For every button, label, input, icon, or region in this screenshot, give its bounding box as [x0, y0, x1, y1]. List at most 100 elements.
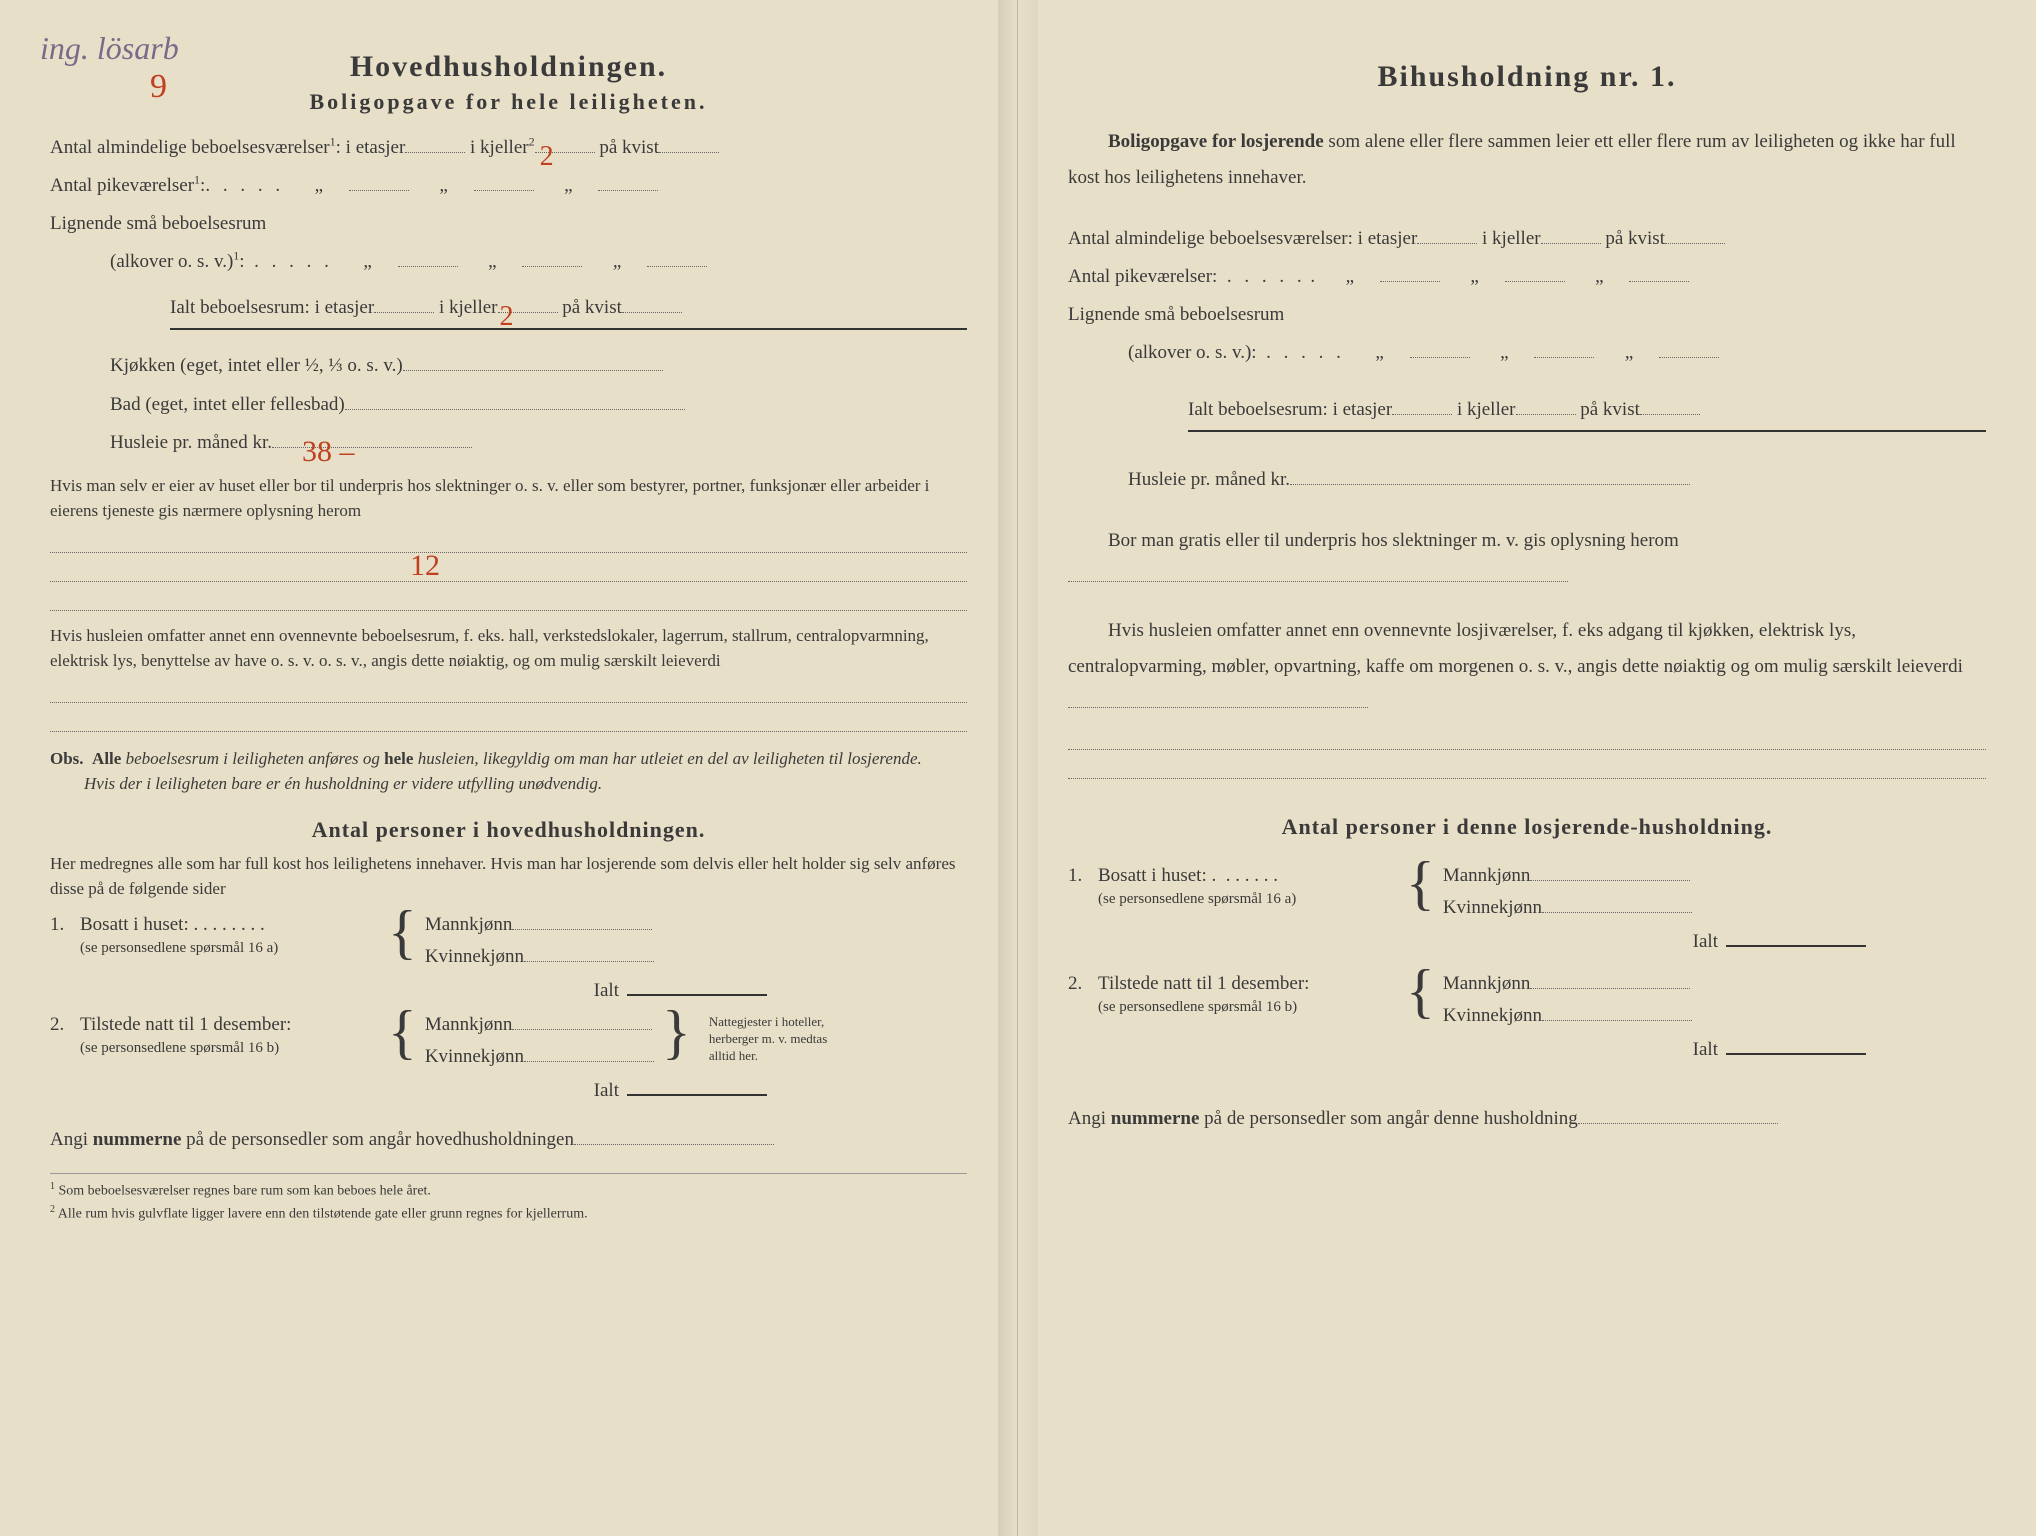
- lbl: Husleie pr. måned kr.: [1128, 469, 1290, 490]
- lbl: Kvinnekjønn: [425, 1046, 524, 1068]
- lbl: i kjeller: [470, 137, 529, 158]
- lbl: Alle: [92, 749, 121, 768]
- left-page: ing. lösarb 9 Hovedhusholdningen. Boligo…: [0, 0, 1018, 1536]
- txt: Tilstede natt til 1 desember:: [80, 1014, 291, 1035]
- genders: Mannkjønn Kvinnekjønn: [1443, 865, 1692, 919]
- blank-line: 12: [50, 559, 967, 582]
- lbl: Kvinnekjønn: [425, 946, 524, 968]
- lbl: Mannkjønn: [1443, 973, 1531, 995]
- brace-icon: {: [1406, 973, 1435, 1009]
- r-husleie: Husleie pr. måned kr.: [1128, 462, 1986, 498]
- h3-personer: Antal personer i hovedhusholdningen.: [50, 817, 967, 843]
- r-gratis: Bor man gratis eller til underpris hos s…: [1068, 523, 1986, 595]
- footnotes: 1 Som beboelsesværelser regnes bare rum …: [50, 1173, 967, 1224]
- lbl: : i etasjer: [336, 137, 406, 158]
- left-title: Hovedhusholdningen.: [50, 50, 967, 84]
- lbl: på kvist: [599, 137, 659, 158]
- r-line3b: (alkover o. s. v.): „ „ „: [1128, 335, 1986, 371]
- blank-line: [50, 588, 967, 611]
- line-total: Ialt beboelsesrum: i etasjer i kjeller2 …: [170, 290, 967, 330]
- txt: Bosatt i huset:: [1098, 865, 1207, 886]
- lbl: Ialt: [594, 980, 619, 1001]
- lbl: Kjøkken (eget, intet eller ½, ⅓ o. s. v.…: [110, 355, 403, 376]
- lbl: Ialt: [1693, 931, 1718, 952]
- right-page: Bihusholdning nr. 1. Boligopgave for los…: [1018, 0, 2036, 1536]
- angi-line: Angi nummerne på de personsedler som ang…: [50, 1122, 967, 1158]
- sub: (se personsedlene spørsmål 16 b): [1098, 999, 1297, 1015]
- r-line1: Antal almindelige beboelsesværelser: i e…: [1068, 221, 1986, 257]
- lbl: på kvist: [1605, 228, 1665, 249]
- h3-sub: Her medregnes alle som har full kost hos…: [50, 851, 967, 902]
- lbl: Mannkjønn: [425, 914, 513, 936]
- lbl: Husleie pr. måned kr.: [110, 432, 272, 453]
- lbl: nummerne: [1111, 1108, 1200, 1129]
- brace-icon: {: [1406, 865, 1435, 901]
- blank-line: [50, 530, 967, 553]
- sidenote: Nattegjester i hoteller, herberger m. v.…: [709, 1014, 849, 1065]
- blank-line: [1068, 756, 1986, 779]
- r-line3a: Lignende små beboelsesrum: [1068, 297, 1986, 333]
- row-bosatt: 1. Bosatt i huset: . . . . . . . . (se p…: [50, 914, 967, 968]
- sub: (se personsedlene spørsmål 16 a): [80, 940, 278, 956]
- lbl: Bosatt i huset: . . . . . . . (se person…: [1098, 865, 1398, 909]
- lbl: Ialt: [1693, 1039, 1718, 1060]
- num: 2.: [50, 1014, 80, 1036]
- line-alkover-a: Lignende små beboelsesrum: [50, 206, 967, 242]
- r-h3: Antal personer i denne losjerende-hushol…: [1068, 814, 1986, 840]
- row-tilstede: 2. Tilstede natt til 1 desember: (se per…: [50, 1014, 967, 1068]
- r-ialt-1: Ialt: [1068, 931, 1866, 953]
- lbl: Hvis husleien omfatter annet enn ovennev…: [1068, 620, 1963, 677]
- lbl: Tilstede natt til 1 desember: (se person…: [1098, 973, 1398, 1017]
- num: 1.: [1068, 865, 1098, 887]
- lbl: Ialt: [594, 1080, 619, 1101]
- blank-line: [50, 709, 967, 732]
- line-pike: Antal pikeværelser1: „ „ „: [50, 168, 967, 204]
- txt: Tilstede natt til 1 desember:: [1098, 973, 1309, 994]
- lbl: på de personsedler som angår hovedhushol…: [186, 1129, 574, 1150]
- handwritten-9: 9: [150, 68, 167, 106]
- r-row-bosatt: 1. Bosatt i huset: . . . . . . . (se per…: [1068, 865, 1986, 919]
- r-row-tilstede: 2. Tilstede natt til 1 desember: (se per…: [1068, 973, 1986, 1027]
- lbl: i kjeller: [439, 297, 498, 318]
- lbl: på kvist: [562, 297, 622, 318]
- lbl: i etasjer: [315, 297, 375, 318]
- r-para2: Hvis husleien omfatter annet enn ovennev…: [1068, 613, 1986, 721]
- lbl: Obs.: [50, 749, 84, 768]
- lbl: i kjeller: [1457, 399, 1516, 420]
- para2: Hvis husleien omfatter annet enn ovennev…: [50, 623, 967, 674]
- line-husleie: Husleie pr. måned kr.38 –: [110, 425, 967, 461]
- lbl: husleien, likegyldig om man har utleiet …: [418, 749, 922, 768]
- line-alkover-b: (alkover o. s. v.)1: „ „ „: [110, 244, 967, 280]
- r-line2: Antal pikeværelser: . „ „ „: [1068, 259, 1986, 295]
- lbl: Antal pikeværelser:: [1068, 266, 1217, 287]
- lbl: Boligopgave for losjerende: [1108, 131, 1324, 152]
- lbl: Ialt beboelsesrum:: [170, 297, 310, 318]
- lbl: Bor man gratis eller til underpris hos s…: [1108, 530, 1679, 551]
- left-subtitle: Boligopgave for hele leiligheten.: [50, 89, 967, 115]
- hw: 38 –: [302, 423, 355, 480]
- hw: 2: [540, 130, 554, 183]
- line-bad: Bad (eget, intet eller fellesbad): [110, 387, 967, 423]
- lbl: (alkover o. s. v.): [110, 251, 233, 272]
- hw: 12: [410, 549, 440, 583]
- lbl: Bosatt i huset: . . . . . . . . (se pers…: [80, 914, 380, 958]
- genders: Mannkjønn Kvinnekjønn: [1443, 973, 1692, 1027]
- lbl: Antal almindelige beboelsesværelser:: [1068, 228, 1353, 249]
- fn2: Alle rum hvis gulvflate ligger lavere en…: [58, 1206, 588, 1221]
- sub: (se personsedlene spørsmål 16 a): [1098, 891, 1296, 907]
- intro: Boligopgave for losjerende som alene ell…: [1068, 124, 1986, 196]
- blank-line: [1068, 727, 1986, 750]
- txt: Bosatt i huset:: [80, 914, 189, 935]
- hw: 2: [500, 290, 514, 343]
- genders: Mannkjønn Kvinnekjønn: [425, 1014, 654, 1068]
- lbl: Kvinnekjønn: [1443, 1005, 1542, 1027]
- num: 2.: [1068, 973, 1098, 995]
- lbl: på kvist: [1580, 399, 1640, 420]
- num: 1.: [50, 914, 80, 936]
- fn1: Som beboelsesværelser regnes bare rum so…: [59, 1184, 431, 1199]
- document-spread: ing. lösarb 9 Hovedhusholdningen. Boligo…: [0, 0, 2036, 1536]
- lbl: Angi: [1068, 1108, 1106, 1129]
- lbl: Angi: [50, 1129, 88, 1150]
- sub: (se personsedlene spørsmål 16 b): [80, 1040, 279, 1056]
- handwritten-top-note: ing. lösarb: [40, 30, 179, 67]
